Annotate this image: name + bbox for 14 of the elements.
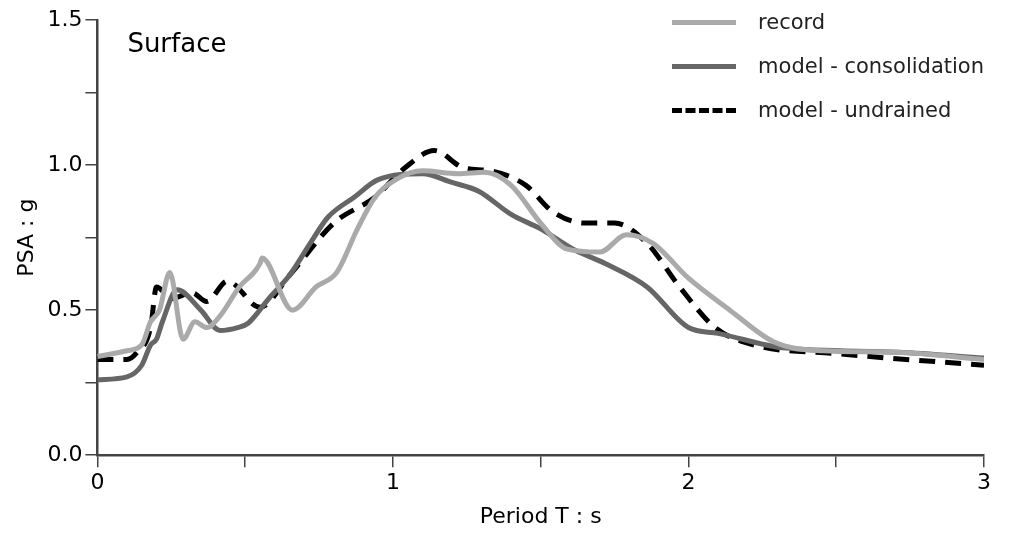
y-tick-label: 0.5 (47, 295, 83, 321)
y-tick-label: 0.0 (47, 440, 83, 466)
annotation: Surface (127, 27, 227, 58)
x-tick-label: 0 (90, 469, 105, 495)
legend-label: model - consolidation (758, 54, 984, 78)
x-tick-label: 3 (977, 469, 991, 495)
legend-label: record (758, 10, 826, 34)
y-axis-title: PSA : g (12, 198, 38, 277)
y-tick-label: 1.5 (47, 5, 83, 31)
legend-label: model - undrained (758, 98, 952, 122)
x-axis-title: Period T : s (479, 502, 602, 528)
x-tick-label: 2 (681, 469, 696, 495)
y-tick-label: 1.0 (47, 150, 83, 176)
x-tick-label: 1 (385, 469, 400, 495)
